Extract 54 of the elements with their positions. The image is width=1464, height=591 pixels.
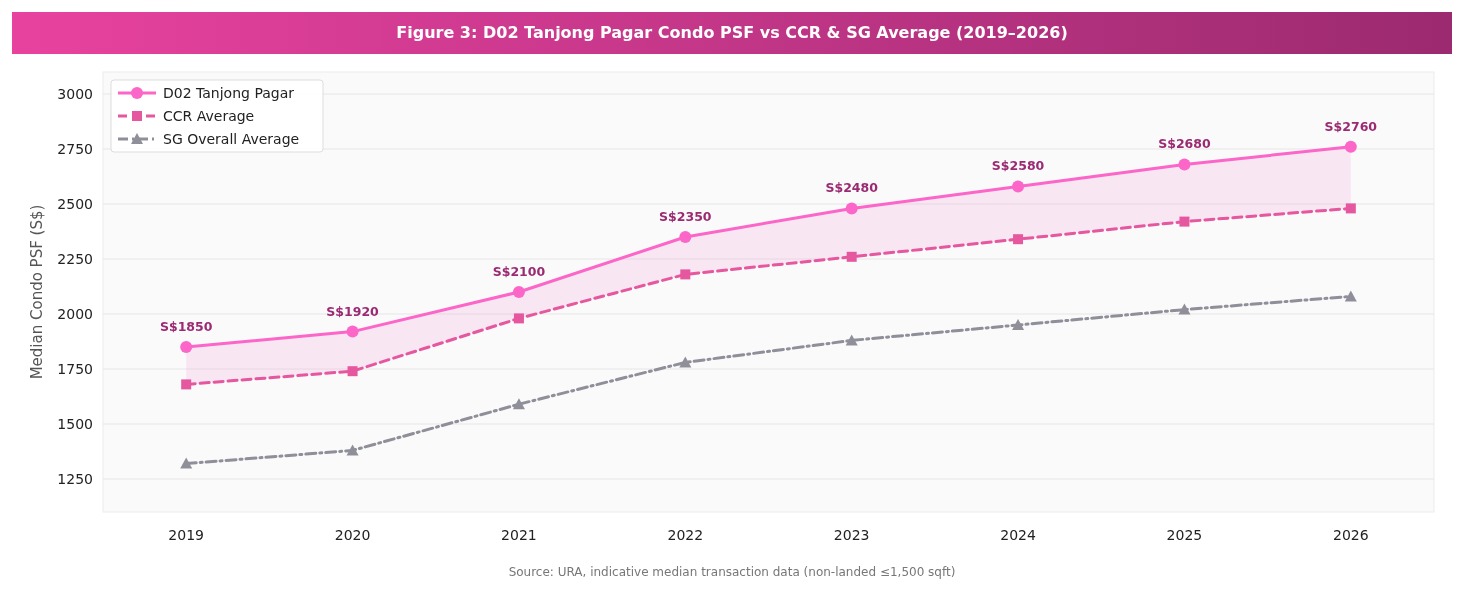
x-tick-label: 2019 (168, 527, 205, 543)
data-label: S$1920 (326, 303, 380, 319)
point (845, 202, 858, 215)
x-tick-label: 2020 (334, 527, 371, 543)
point (346, 325, 359, 338)
x-tick-label: 2026 (1332, 527, 1369, 543)
data-label: S$2100 (492, 264, 546, 279)
point (180, 341, 193, 353)
data-label: S$2760 (1324, 118, 1378, 134)
point (180, 457, 193, 469)
point (1178, 158, 1191, 171)
y-tick-label: 1500 (57, 415, 93, 432)
point (679, 231, 692, 243)
legend-label: D02 Tanjong Pagar (163, 84, 295, 101)
legend-label: CCR Average (163, 107, 255, 124)
point (513, 313, 524, 324)
x-tick-label: 2021 (501, 527, 537, 543)
y-tick-label: 2250 (57, 250, 93, 267)
chart-title: Figure 3: D02 Tanjong Pagar Condo PSF vs CCR & SG Average (2019–2026) (396, 23, 1068, 42)
point (1012, 319, 1025, 330)
point (512, 286, 525, 298)
point (846, 251, 857, 262)
y-tick-label: 1250 (57, 470, 93, 487)
y-tick-label: 2500 (57, 195, 93, 212)
point (181, 379, 192, 390)
data-label: S$2680 (1158, 136, 1211, 152)
x-tick-label: 2022 (667, 527, 704, 543)
data-label: S$2580 (991, 158, 1045, 174)
data-label: S$2350 (659, 209, 712, 224)
y-tick-label: 3000 (57, 85, 93, 102)
point (1345, 203, 1356, 214)
point (347, 366, 358, 377)
y-tick-label: 1750 (57, 360, 93, 377)
x-tick-label: 2024 (1000, 527, 1036, 543)
data-label: S$2480 (825, 180, 879, 196)
y-axis-title: Median Condo PSF (S$) (28, 204, 46, 380)
point (1013, 234, 1024, 245)
x-tick-label: 2023 (833, 527, 870, 543)
point (679, 356, 692, 368)
point (1179, 216, 1190, 227)
x-tick-label: 2025 (1166, 527, 1203, 543)
point (512, 398, 525, 410)
source-note: Source: URA, indicative median transaction data (non-landed ≤1,500 sqft) (508, 565, 956, 579)
point (1344, 140, 1357, 153)
point (680, 269, 691, 280)
legend-label: SG Overall Average (163, 130, 300, 147)
y-tick-label: 2000 (57, 305, 93, 322)
point (845, 334, 858, 346)
point (1012, 180, 1025, 193)
data-label: S$1850 (159, 319, 213, 334)
point (1178, 303, 1191, 315)
point (346, 444, 359, 456)
point (1344, 290, 1357, 302)
y-tick-label: 2750 (57, 140, 93, 157)
